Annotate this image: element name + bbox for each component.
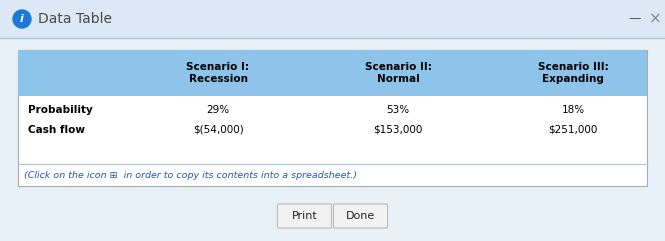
Text: $153,000: $153,000: [373, 125, 423, 135]
Text: Done: Done: [346, 211, 375, 221]
Text: Scenario III:
Expanding: Scenario III: Expanding: [537, 62, 608, 84]
Text: Cash flow: Cash flow: [28, 125, 85, 135]
Bar: [0, 0, 665, 38]
Text: ×: ×: [648, 12, 662, 27]
Text: Scenario II:
Normal: Scenario II: Normal: [364, 62, 432, 84]
Text: $251,000: $251,000: [549, 125, 598, 135]
Text: i: i: [20, 14, 24, 24]
Text: Print: Print: [292, 211, 317, 221]
FancyBboxPatch shape: [334, 204, 388, 228]
Text: 18%: 18%: [561, 105, 585, 115]
FancyBboxPatch shape: [277, 204, 331, 228]
Text: 29%: 29%: [206, 105, 229, 115]
Bar: [18, 50, 647, 96]
Bar: [18, 50, 647, 186]
Text: Data Table: Data Table: [38, 12, 112, 26]
Text: Scenario I:
Recession: Scenario I: Recession: [186, 62, 249, 84]
Text: 53%: 53%: [386, 105, 410, 115]
Text: (Click on the icon ⊞  in order to copy its contents into a spreadsheet.): (Click on the icon ⊞ in order to copy it…: [24, 170, 357, 180]
Text: $(54,000): $(54,000): [193, 125, 243, 135]
Circle shape: [13, 10, 31, 28]
Text: Probability: Probability: [28, 105, 92, 115]
Text: —: —: [628, 13, 641, 26]
